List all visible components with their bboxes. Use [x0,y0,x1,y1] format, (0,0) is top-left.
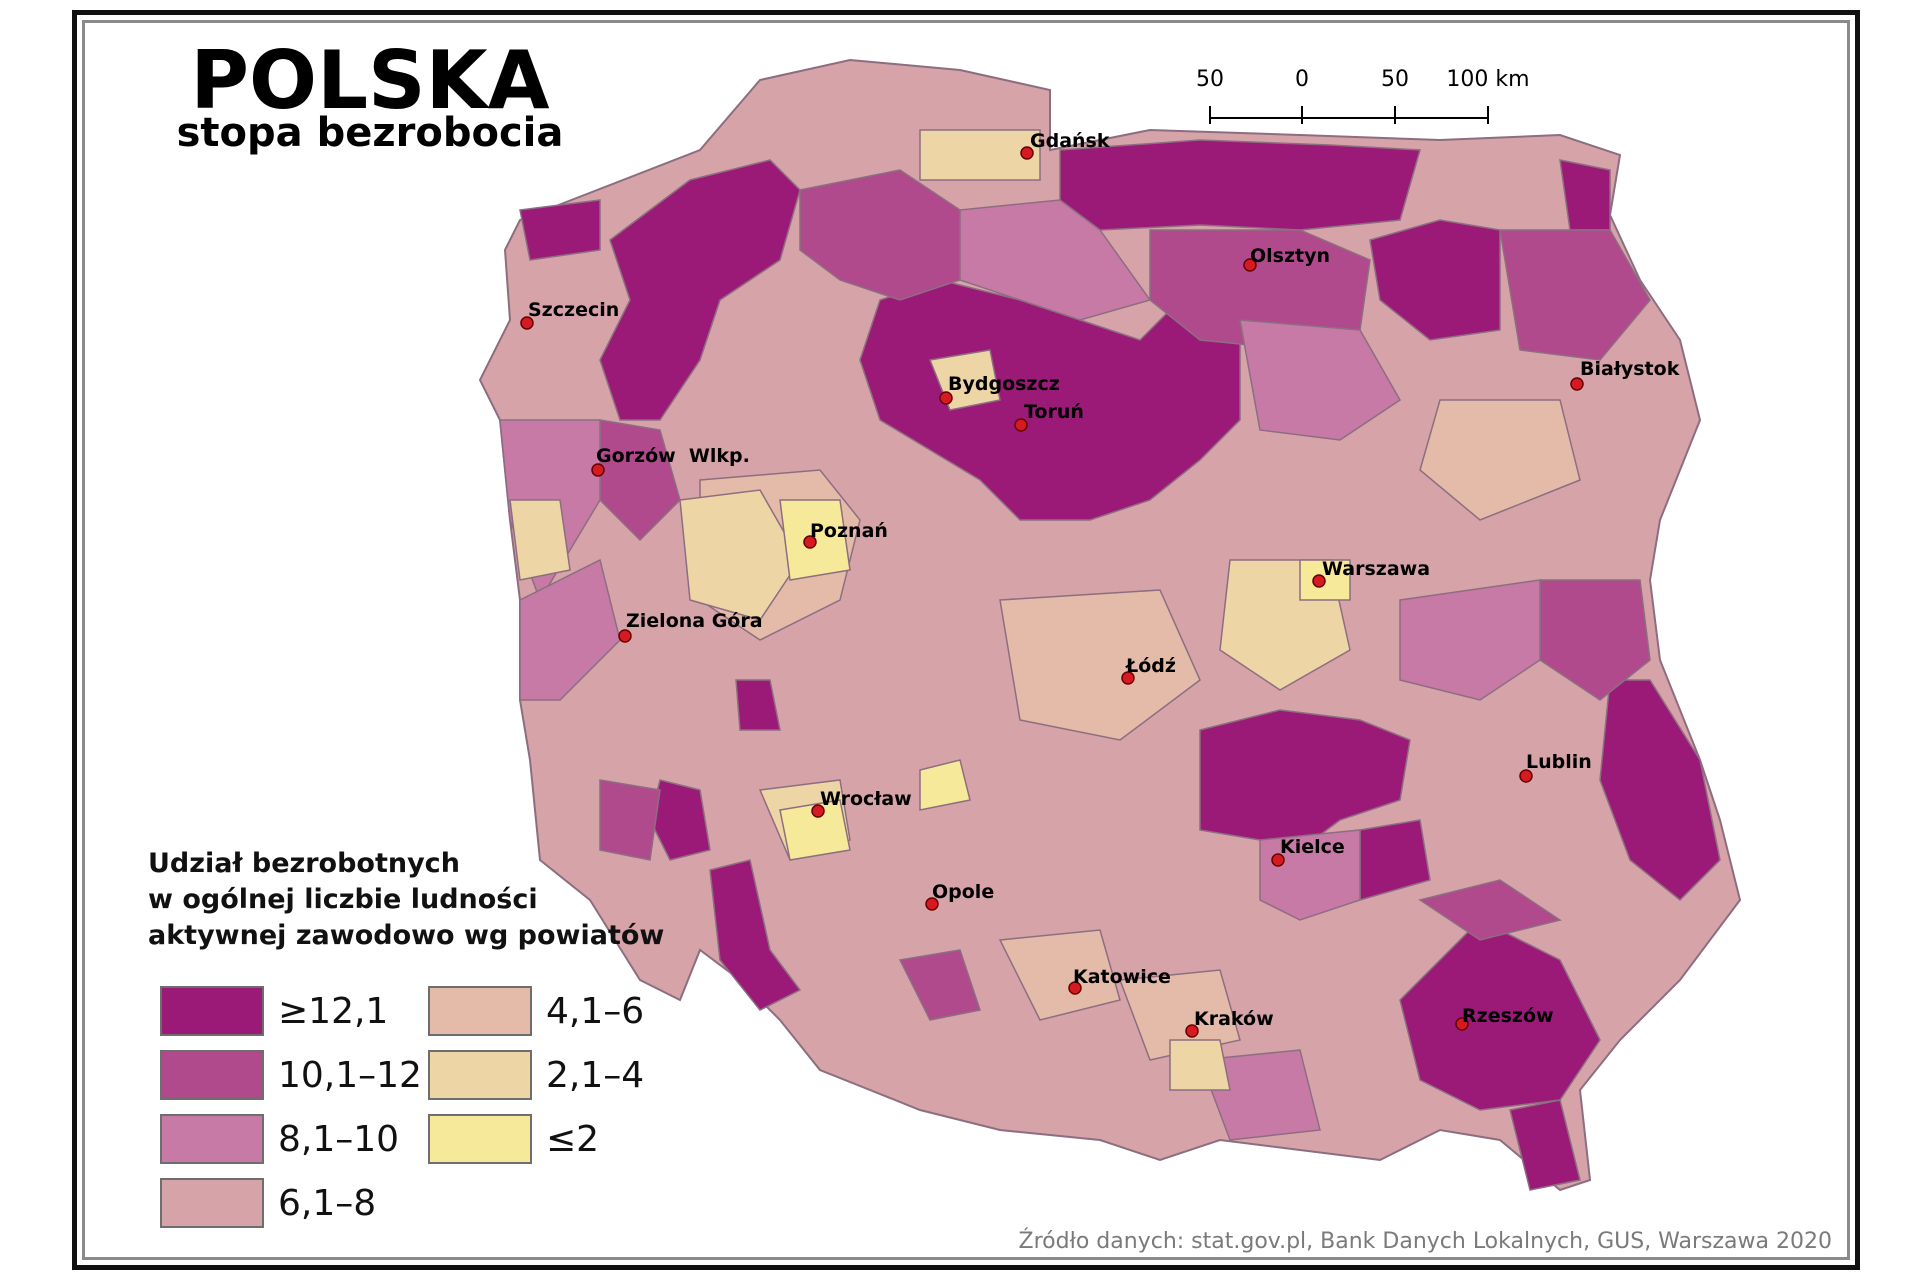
legend-swatch [160,1114,264,1164]
region-krakow-2-4 [1169,1039,1231,1091]
city-katowice: Katowice [1068,966,1171,995]
region-krakow-4-6 [1118,969,1241,1061]
legend-title: Udział bezrobotnych w ogólnej liczbie lu… [148,846,708,954]
scale-label-50-right: 50 [1381,67,1409,92]
city-label-katowice: Katowice [1073,966,1171,988]
city-label-bialystok: Białystok [1580,358,1680,380]
region-bieszczady-high [1509,1099,1581,1191]
city-label-gorzow: Gorzów Wlkp. [596,445,750,467]
city-label-gdansk: Gdańsk [1030,130,1110,152]
city-label-torun: Toruń [1024,401,1084,423]
city-markers: Gdańsk Olsztyn Szczecin Białystok Bydgos… [520,130,1680,1038]
region-west-2-4 [509,499,571,581]
city-zielona-gora: Zielona Góra [618,610,763,643]
city-lublin: Lublin [1519,751,1592,783]
data-source-note: Źródło danych: stat.gov.pl, Bank Danych … [1018,1229,1832,1254]
scale-label-50-left: 50 [1196,67,1224,92]
region-wroclaw-east-le2 [919,759,971,811]
region-sudety-high [709,859,802,1011]
region-south-west-mid [599,779,661,861]
region-pomerania-mid [799,169,961,301]
region-north-west-high [599,159,801,421]
region-west-pomerania-high [519,199,601,261]
legend-label: 8,1–10 [278,1119,400,1160]
city-label-olsztyn: Olsztyn [1250,245,1330,267]
city-gorzow: Gorzów Wlkp. [591,445,750,477]
legend-title-line-3: aktywnej zawodowo wg powiatów [148,920,665,951]
city-kielce: Kielce [1271,836,1345,867]
map-outer-frame [72,10,1860,1270]
map-subtitle: stopa bezrobocia [176,110,564,156]
region-lodz-4-6 [999,589,1201,741]
city-label-rzeszow: Rzeszów [1462,1005,1554,1027]
legend-label: ≥12,1 [278,991,389,1032]
city-warszawa: Warszawa [1312,558,1430,588]
legend-label: 4,1–6 [546,991,645,1032]
city-rzeszow: Rzeszów [1455,1005,1554,1031]
legend-label: 6,1–8 [278,1183,377,1224]
region-north-east-high [1369,219,1501,341]
legend-label: 10,1–12 [278,1055,422,1096]
region-poznan-2-4 [679,489,801,621]
region-swietokrzyskie-8-10 [1259,829,1361,921]
city-label-poznan: Poznań [810,520,888,542]
city-szczecin: Szczecin [520,299,619,330]
region-mazowsze-north-8-10 [1239,319,1401,441]
city-label-opole: Opole [932,881,994,903]
scale-label-100-km: 100 km [1446,67,1529,92]
region-south-west-8-10 [519,558,621,701]
city-label-wroclaw: Wrocław [820,788,912,810]
city-krakow: Kraków [1185,1008,1274,1038]
city-label-krakow: Kraków [1194,1008,1274,1030]
city-opole: Opole [925,881,994,911]
legend-label: ≤2 [546,1119,600,1160]
city-label-lodz: Łódź [1125,655,1176,677]
legend-title-line-2: w ogólnej liczbie ludności [148,884,538,915]
region-podlasie-mid [1499,229,1651,361]
region-malopolska-8-10 [1198,1049,1321,1141]
legend-label: 2,1–4 [546,1055,645,1096]
region-opolskie-mid [898,949,981,1021]
city-olsztyn: Olsztyn [1243,245,1330,272]
city-gdansk: Gdańsk [1020,130,1110,160]
legend-swatch [160,1050,264,1100]
city-label-warszawa: Warszawa [1322,558,1430,580]
city-wroclaw: Wrocław [811,788,912,818]
region-central-north-8-10 [959,199,1152,321]
city-poznan: Poznań [803,520,888,549]
region-lubelskie-8-10 [1399,579,1541,701]
scale-bar: 50 0 50 100 km [1196,67,1530,124]
city-torun: Toruń [1014,401,1084,432]
legend-swatch [428,986,532,1036]
city-bydgoszcz: Bydgoszcz [939,373,1060,405]
region-east-4-6 [1419,399,1581,521]
region-podkarpacie-mid [1418,879,1562,941]
region-west-high-2 [735,679,781,731]
city-label-lublin: Lublin [1526,751,1592,773]
map-inner-frame [82,20,1850,1260]
legend-swatch [428,1050,532,1100]
city-bialystok: Białystok [1570,358,1680,391]
region-gdansk-2-4 [919,129,1041,181]
map-title: POLSKA [190,34,550,127]
scale-label-0: 0 [1295,67,1309,92]
legend-swatch [160,1178,264,1228]
city-label-zielona-gora: Zielona Góra [626,610,763,632]
city-label-bydgoszcz: Bydgoszcz [948,373,1060,395]
legend-swatch [160,986,264,1036]
legend-swatch [428,1114,532,1164]
region-silesia-4-6 [998,929,1121,1021]
city-lodz: Łódź [1121,655,1176,685]
legend-title-line-1: Udział bezrobotnych [148,848,460,879]
region-wroclaw-le2 [779,799,851,861]
city-label-kielce: Kielce [1280,836,1345,858]
city-label-szczecin: Szczecin [528,299,619,321]
region-east-border-high [1599,679,1721,902]
choropleth-regions [499,129,1721,1191]
region-north-coast-high [1059,139,1421,231]
region-central-south-high [1199,709,1411,851]
